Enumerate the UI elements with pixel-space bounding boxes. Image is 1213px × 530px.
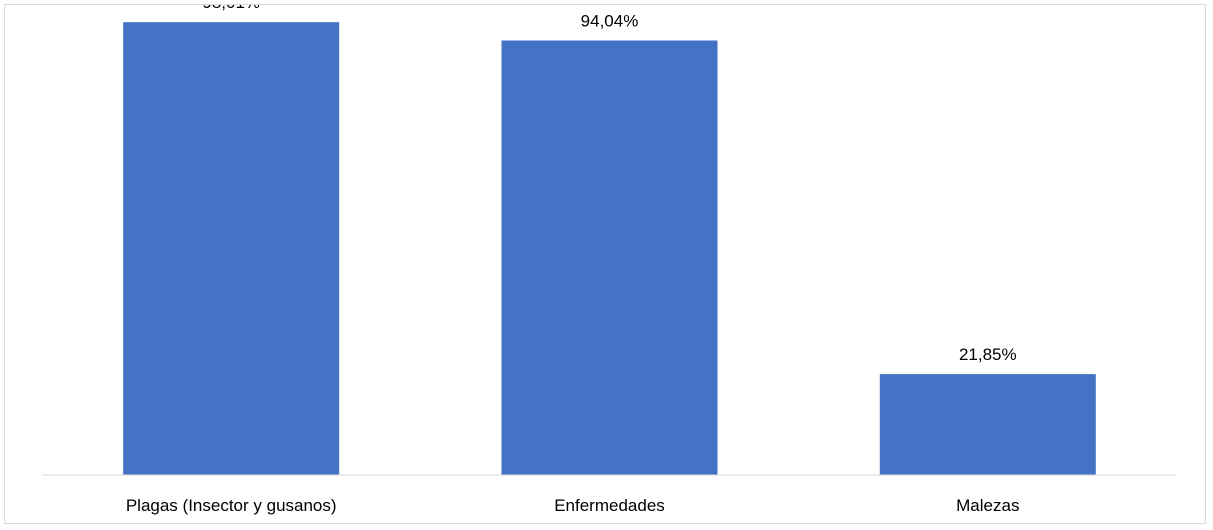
category-label-2: Malezas — [956, 496, 1019, 515]
bar-0 — [123, 22, 340, 475]
data-label-1: 94,04% — [581, 12, 639, 31]
category-label-0: Plagas (Insector y gusanos) — [126, 496, 337, 515]
chart-area: 98,01% Plagas (Insector y gusanos) 94,04% E… — [4, 0, 1206, 524]
bar-chart: 98,01% Plagas (Insector y gusanos) 94,04% E… — [42, 0, 1177, 515]
category-label-1: Enfermedades — [554, 496, 665, 515]
data-label-2: 21,85% — [959, 345, 1017, 364]
data-label-0: 98,01% — [202, 5, 260, 12]
bar-1 — [501, 40, 718, 475]
bar-2 — [879, 374, 1096, 475]
